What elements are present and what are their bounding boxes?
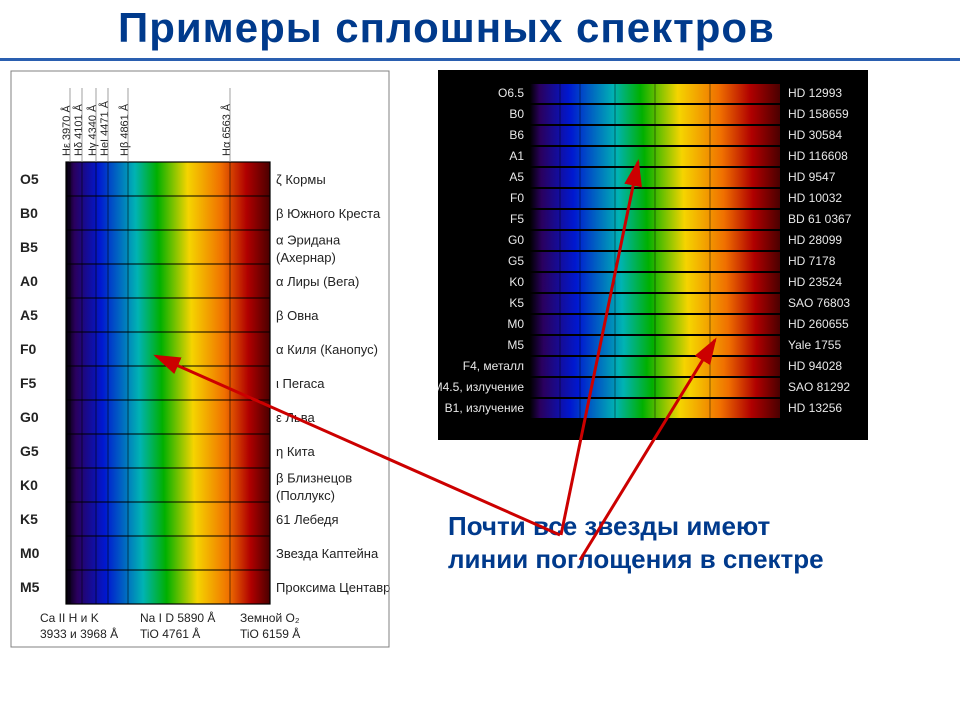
right-spectrum-chart: O6.5 HD 12993 B0 HD 158659 B6 HD 30584 A1 HD 11… xyxy=(438,70,868,440)
spectral-class-label: G5 xyxy=(508,254,524,268)
caption-text: Почти все звезды имеют линии поглощения … xyxy=(448,510,918,577)
caption-line-1: Почти все звезды имеют xyxy=(448,511,770,541)
star-name-label: α Киля (Канопус) xyxy=(276,342,378,357)
left-spectrum-panel: Hε 3970 ÅHδ 4101 ÅHγ 4340 ÅHeI 4471 Å Hβ … xyxy=(10,70,390,710)
right-spectrum-panel: O6.5 HD 12993 B0 HD 158659 B6 HD 30584 A1 HD 11… xyxy=(438,70,868,440)
spectral-class-label: K0 xyxy=(20,477,38,493)
svg-text:Hα 6563 Å: Hα 6563 Å xyxy=(220,103,233,156)
svg-text:Hγ 4340 Å: Hγ 4340 Å xyxy=(86,104,99,156)
spectral-class-label: M5 xyxy=(20,579,40,595)
spectral-class-label: F0 xyxy=(20,341,37,357)
svg-text:(Поллукс): (Поллукс) xyxy=(276,488,335,503)
star-id-label: HD 260655 xyxy=(788,317,849,331)
spectral-class-label: F0 xyxy=(510,191,524,205)
star-name-label: Проксима Центавра xyxy=(276,580,390,595)
star-name-label: ε Льва xyxy=(276,410,315,425)
caption-line-2: линии поглощения в спектре xyxy=(448,544,824,574)
spectral-class-label: F5 xyxy=(20,375,37,391)
spectral-class-label: O5 xyxy=(20,171,39,187)
spectral-class-label: A5 xyxy=(509,170,524,184)
page: Примеры сплошных спектров Hε 3970 ÅHδ 41… xyxy=(0,0,960,720)
star-id-label: HD 9547 xyxy=(788,170,836,184)
star-name-label: β Южного Креста xyxy=(276,206,381,221)
svg-text:3933 и 3968 Å: 3933 и 3968 Å xyxy=(40,626,118,641)
page-title: Примеры сплошных спектров xyxy=(118,4,948,52)
spectral-class-label: G5 xyxy=(20,443,39,459)
spectral-class-label: M5 xyxy=(507,338,524,352)
svg-text:Hδ 4101 Å: Hδ 4101 Å xyxy=(72,103,85,156)
spectral-class-label: M4.5, излучение xyxy=(438,380,524,394)
svg-text:Na I D 5890 Å: Na I D 5890 Å xyxy=(140,610,215,625)
spectral-class-label: A5 xyxy=(20,307,38,323)
spectral-class-label: K0 xyxy=(509,275,524,289)
star-id-label: HD 7178 xyxy=(788,254,836,268)
spectral-class-label: B6 xyxy=(509,128,524,142)
svg-text:HeI 4471 Å: HeI 4471 Å xyxy=(98,100,111,156)
spectral-class-label: A1 xyxy=(509,149,524,163)
star-name-label: β Овна xyxy=(276,308,319,323)
star-id-label: HD 13256 xyxy=(788,401,842,415)
star-name-label: ζ Кормы xyxy=(276,172,326,187)
spectral-class-label: B0 xyxy=(20,205,38,221)
svg-text:β Близнецов: β Близнецов xyxy=(276,470,352,485)
spectral-class-label: B0 xyxy=(509,107,524,121)
svg-text:Земной O₂: Земной O₂ xyxy=(240,611,300,625)
left-spectrum-chart: Hε 3970 ÅHδ 4101 ÅHγ 4340 ÅHeI 4471 Å Hβ … xyxy=(10,70,390,710)
spectral-class-label: K5 xyxy=(509,296,524,310)
svg-text:Hβ 4861 Å: Hβ 4861 Å xyxy=(118,103,131,156)
star-id-label: HD 10032 xyxy=(788,191,842,205)
svg-text:TiO 4761 Å: TiO 4761 Å xyxy=(140,626,200,641)
svg-text:α Эридана: α Эридана xyxy=(276,232,341,247)
star-name-label: η Кита xyxy=(276,444,315,459)
spectral-class-label: M0 xyxy=(507,317,524,331)
svg-text:Hε 3970 Å: Hε 3970 Å xyxy=(60,105,73,156)
star-id-label: SAO 76803 xyxy=(788,296,850,310)
star-name-label: ι Пегаса xyxy=(276,376,325,391)
star-id-label: HD 158659 xyxy=(788,107,849,121)
spectral-class-label: G0 xyxy=(20,409,39,425)
svg-text:Ca II H и K: Ca II H и K xyxy=(40,611,99,625)
spectral-class-label: B1, излучение xyxy=(445,401,525,415)
title-underline xyxy=(0,58,960,61)
star-name-label: Звезда Каптейна xyxy=(276,546,379,561)
spectral-class-label: K5 xyxy=(20,511,38,527)
star-id-label: HD 23524 xyxy=(788,275,842,289)
svg-text:TiO 6159 Å: TiO 6159 Å xyxy=(240,626,300,641)
star-name-label: 61 Лебедя xyxy=(276,512,339,527)
spectral-class-label: M0 xyxy=(20,545,40,561)
star-id-label: Yale 1755 xyxy=(788,338,841,352)
spectral-class-label: A0 xyxy=(20,273,38,289)
spectral-class-label: F4, металл xyxy=(463,359,524,373)
svg-text:(Ахернар): (Ахернар) xyxy=(276,250,336,265)
star-name-label: α Лиры (Вега) xyxy=(276,274,359,289)
star-id-label: BD 61 0367 xyxy=(788,212,852,226)
spectral-class-label: F5 xyxy=(510,212,524,226)
star-id-label: HD 12993 xyxy=(788,86,842,100)
spectral-class-label: G0 xyxy=(508,233,524,247)
star-id-label: HD 94028 xyxy=(788,359,842,373)
spectral-class-label: O6.5 xyxy=(498,86,524,100)
star-id-label: HD 28099 xyxy=(788,233,842,247)
star-id-label: HD 30584 xyxy=(788,128,842,142)
star-id-label: SAO 81292 xyxy=(788,380,850,394)
spectral-class-label: B5 xyxy=(20,239,38,255)
star-id-label: HD 116608 xyxy=(788,149,848,163)
